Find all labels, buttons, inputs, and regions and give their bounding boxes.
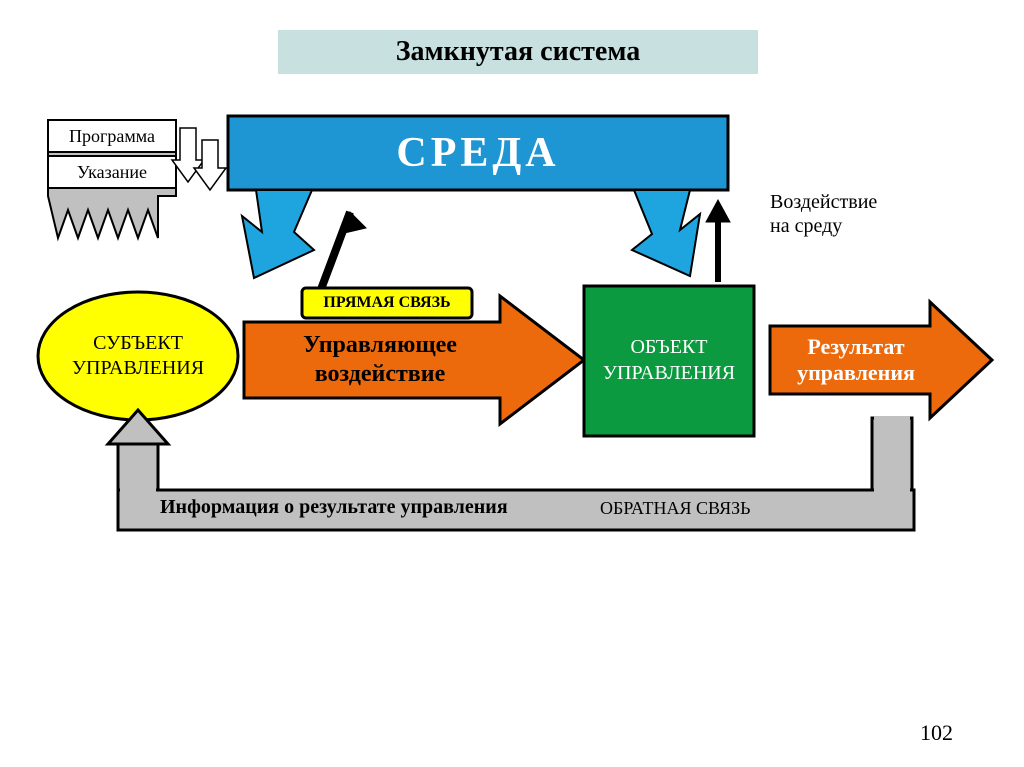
feedback-link-label: ОБРАТНАЯ СВЯЗЬ [600, 498, 750, 519]
subject-label: СУБЪЕКТ УПРАВЛЕНИЯ [38, 320, 238, 392]
feedback-up-arrow-icon [108, 410, 168, 490]
instruction-label: Указание [48, 156, 176, 188]
subject-to-env-arrow-icon [320, 212, 366, 292]
object-label: ОБЪЕКТ УПРАВЛЕНИЯ [584, 310, 754, 410]
feedback-down-segment [872, 418, 912, 490]
feedback-info-label: Информация о результате управления [160, 496, 508, 519]
result-label: Результат управления [776, 326, 936, 394]
environment-label: СРЕДА [228, 116, 728, 190]
program-down-arrows-icon [172, 128, 226, 190]
env-to-subject-arrow-icon [242, 190, 314, 278]
env-to-object-arrow-icon [632, 190, 700, 276]
program-label: Программа [48, 120, 176, 152]
control-action-label: Управляющее воздействие [250, 322, 510, 398]
env-effect-label: Воздействие на среду [770, 190, 970, 238]
object-to-env-arrow-icon [706, 200, 730, 282]
direct-link-label: ПРЯМАЯ СВЯЗЬ [302, 288, 472, 318]
